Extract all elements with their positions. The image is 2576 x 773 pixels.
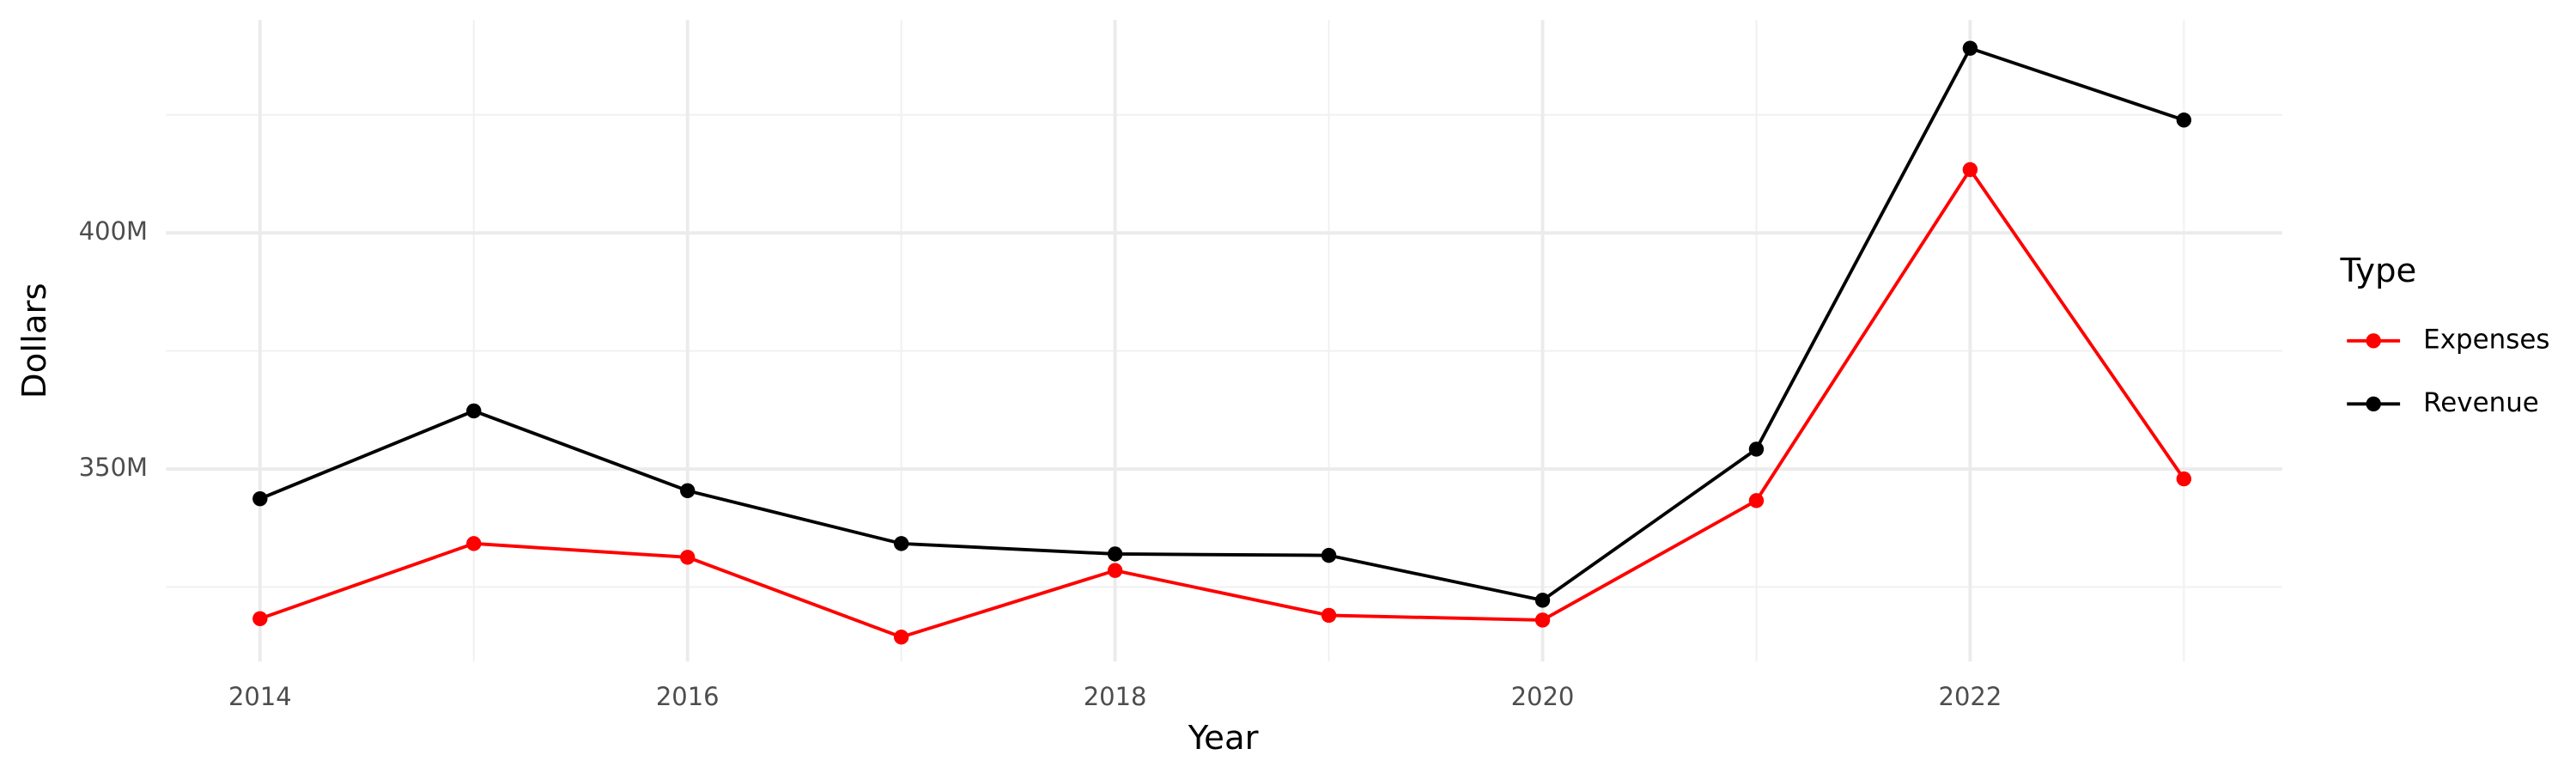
legend-label: Expenses bbox=[2423, 324, 2549, 355]
series-line bbox=[259, 46, 2184, 602]
legend-key-point bbox=[2366, 396, 2381, 412]
x-tick-label: 2014 bbox=[228, 682, 292, 711]
x-tick-label: 2022 bbox=[1939, 682, 2002, 711]
data-point bbox=[466, 403, 482, 419]
data-point bbox=[1748, 441, 1765, 457]
data-point bbox=[1107, 546, 1123, 562]
data-point bbox=[252, 490, 268, 507]
x-axis-label: Year bbox=[1188, 719, 1259, 758]
legend-key-point bbox=[2366, 333, 2381, 349]
legend-title: Type bbox=[2340, 252, 2417, 290]
data-point bbox=[680, 483, 696, 499]
data-point bbox=[1534, 612, 1551, 628]
data-point bbox=[466, 536, 482, 551]
data-point bbox=[1534, 593, 1551, 608]
data-point bbox=[1962, 40, 1978, 56]
y-axis-label: Dollars bbox=[15, 283, 54, 399]
data-point bbox=[2176, 471, 2192, 487]
data-point bbox=[1321, 547, 1337, 563]
y-tick-label: 350M bbox=[79, 453, 148, 482]
data-point bbox=[1962, 161, 1978, 178]
data-point bbox=[1321, 607, 1337, 624]
series-line bbox=[259, 167, 2185, 639]
data-point bbox=[1107, 563, 1123, 578]
x-tick-label: 2016 bbox=[656, 682, 720, 711]
legend-label: Revenue bbox=[2423, 387, 2539, 418]
x-tick-label: 2020 bbox=[1511, 682, 1575, 711]
y-tick-label: 400M bbox=[79, 216, 148, 246]
data-point bbox=[252, 611, 268, 627]
data-point bbox=[893, 630, 909, 645]
x-tick-label: 2018 bbox=[1084, 682, 1147, 711]
data-point bbox=[1748, 493, 1765, 508]
data-point bbox=[893, 536, 909, 551]
data-point bbox=[680, 550, 696, 565]
data-point bbox=[2176, 113, 2192, 128]
